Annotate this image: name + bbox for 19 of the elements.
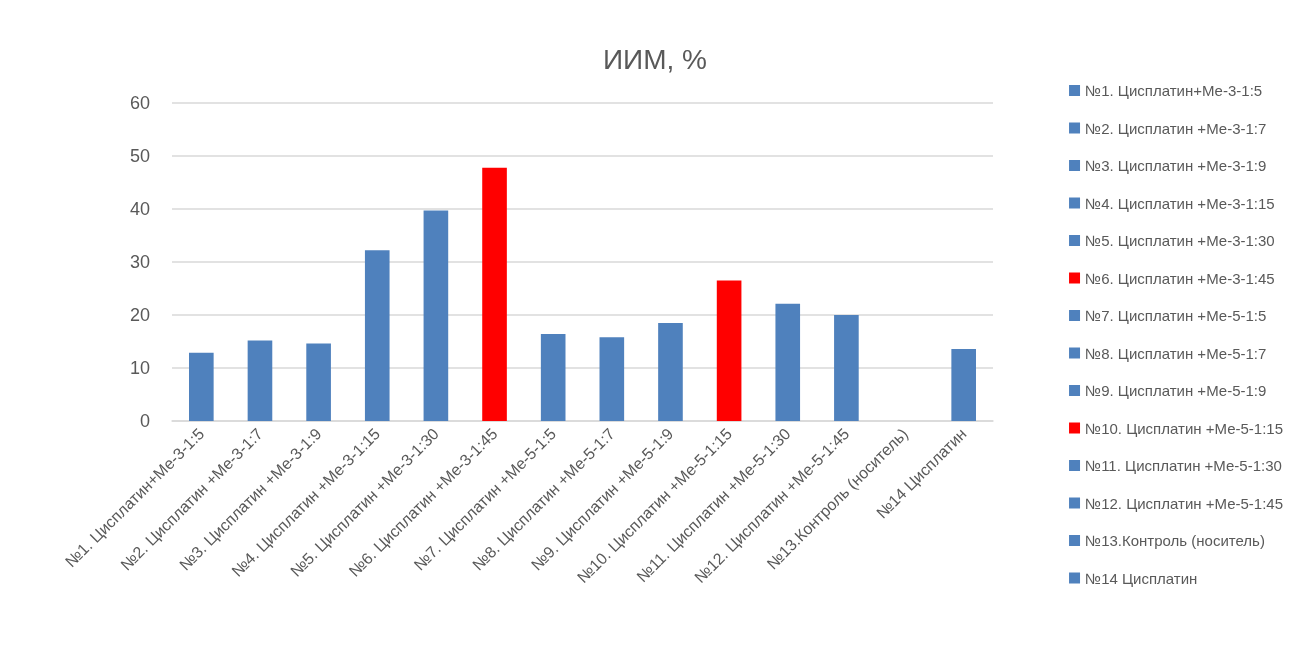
legend-label: №5. Цисплатин +Ме-3-1:30 <box>1085 232 1275 249</box>
y-tick-label: 30 <box>129 252 150 272</box>
legend-label: №3. Цисплатин +Ме-3-1:9 <box>1085 157 1267 174</box>
legend-label: №8. Цисплатин +Ме-5-1:7 <box>1085 344 1267 362</box>
legend-label: №9. Цисплатин +Ме-5-1:9 <box>1085 382 1267 399</box>
legend-label: №11. Цисплатин +Ме-5-1:30 <box>1085 457 1282 474</box>
legend-label: №1. Цисплатин+Ме-3-1:5 <box>1085 82 1263 99</box>
y-tick-label: 60 <box>129 93 150 113</box>
y-tick-label: 0 <box>139 411 150 431</box>
legend-label: №13.Контроль (носитель) <box>1085 532 1265 549</box>
y-tick-label: 40 <box>129 199 150 219</box>
legend-label: №6. Цисплатин +Ме-3-1:45 <box>1085 269 1275 287</box>
legend-label: №2. Цисплатин +Ме-3-1:7 <box>1085 119 1267 137</box>
y-tick-label: 10 <box>129 358 150 378</box>
legend-label: №4. Цисплатин +Ме-3-1:15 <box>1085 194 1275 212</box>
y-tick-label: 20 <box>129 305 150 325</box>
legend-label: №7. Цисплатин +Ме-5-1:5 <box>1085 307 1267 324</box>
chart-title: ИИМ, % <box>602 43 708 75</box>
y-tick-label: 50 <box>129 146 150 166</box>
